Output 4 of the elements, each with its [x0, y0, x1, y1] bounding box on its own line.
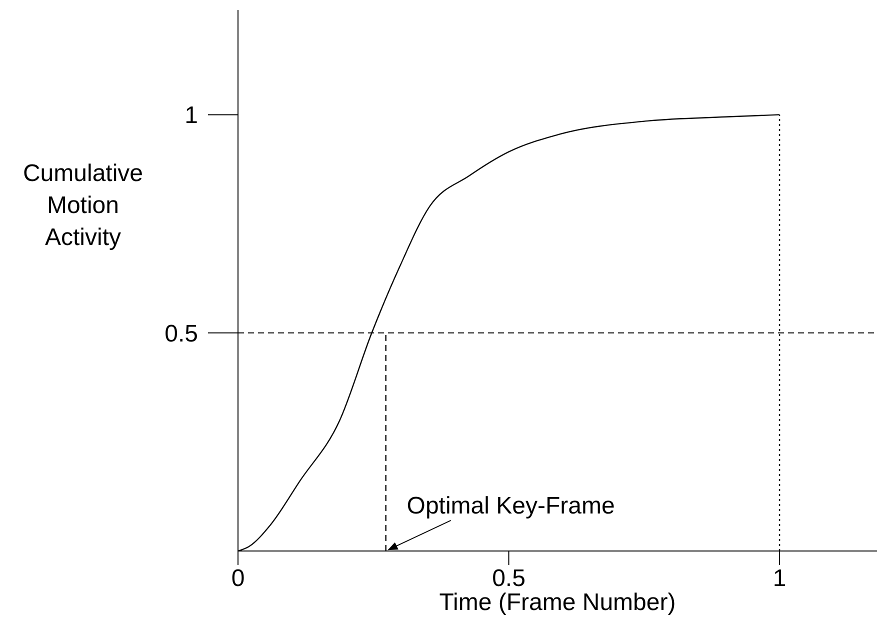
x-tick-label: 0 [231, 565, 245, 592]
annotation: Optimal Key-Frame [406, 492, 615, 520]
x-tick-label: 1 [772, 565, 786, 592]
y-axis-title: Cumulative Motion Activity [22, 159, 144, 253]
